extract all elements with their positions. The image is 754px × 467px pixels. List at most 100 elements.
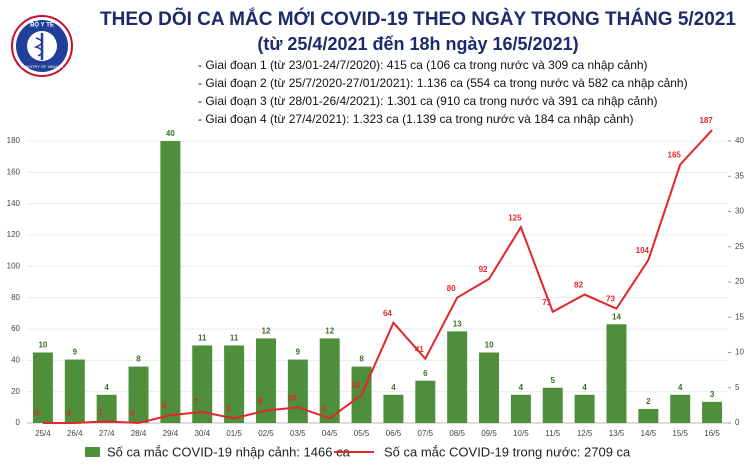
x-tick-label: 10/5 <box>513 429 529 438</box>
bar <box>287 359 308 423</box>
x-tick-label: 27/4 <box>99 429 115 438</box>
y-tick-label: 100 <box>7 261 21 270</box>
line-label: 5 <box>162 401 167 410</box>
x-tick-label: 26/4 <box>67 429 83 438</box>
bar-label: 12 <box>325 327 334 336</box>
line-label: 41 <box>415 345 424 354</box>
line-label: 10 <box>287 393 296 402</box>
logo: BỘ Y TẾ MINISTRY OF HEALTH <box>11 15 73 77</box>
line-label: 104 <box>636 246 650 255</box>
y-tick-label: 40 <box>11 355 20 364</box>
line-label: 7 <box>194 398 199 407</box>
bar <box>702 401 723 423</box>
x-tick-label: 06/5 <box>386 429 402 438</box>
x-tick-label: 05/5 <box>354 429 370 438</box>
legend-label: Số ca mắc COVID-19 trong nước: 2709 ca <box>384 444 631 459</box>
note: - Giai đoạn 3 (từ 28/01-26/4/2021): 1.30… <box>198 94 658 108</box>
legend-label: Số ca mắc COVID-19 nhập cảnh: 1466 ca <box>107 444 351 459</box>
line-label: 3 <box>226 404 231 413</box>
y2-tick-label: 5 <box>735 383 740 392</box>
x-tick-label: 01/5 <box>226 429 242 438</box>
bar <box>160 141 181 423</box>
y-tick-label: 180 <box>7 136 21 145</box>
x-tick-label: 14/5 <box>641 429 657 438</box>
y-tick-label: 60 <box>11 324 20 333</box>
bar <box>510 394 531 423</box>
bar-label: 4 <box>391 383 396 392</box>
bar-label: 2 <box>646 397 651 406</box>
bar-label: 9 <box>296 348 301 357</box>
logo-text: BỘ Y TẾ <box>30 21 54 29</box>
bar-label: 12 <box>262 327 271 336</box>
bar-label: 8 <box>359 355 364 364</box>
y-tick-label: 160 <box>7 167 21 176</box>
bar-label: 11 <box>198 334 207 343</box>
bar-label: 40 <box>166 129 175 138</box>
y2-tick-label: 10 <box>735 348 744 357</box>
bar-label: 4 <box>678 383 683 392</box>
y2-tick-label: 40 <box>735 136 744 145</box>
y-tick-label: 0 <box>16 418 21 427</box>
line-label: 165 <box>668 151 682 160</box>
line-label: 0 <box>67 409 72 418</box>
y-tick-label: 140 <box>7 199 21 208</box>
bar <box>319 338 340 423</box>
x-tick-label: 13/5 <box>609 429 625 438</box>
line-label: 71 <box>542 298 551 307</box>
x-tick-label: 25/4 <box>35 429 51 438</box>
bar-label: 6 <box>423 369 428 378</box>
y2-tick-label: 25 <box>735 242 744 251</box>
chart-title: THEO DÕI CA MẮC MỚI COVID-19 THEO NGÀY T… <box>100 8 736 30</box>
line-label: 80 <box>447 284 456 293</box>
bar <box>606 324 627 423</box>
y-tick-label: 80 <box>11 293 20 302</box>
bar-label: 3 <box>710 390 715 399</box>
x-tick-label: 15/5 <box>672 429 688 438</box>
bar <box>96 394 117 423</box>
bar <box>670 394 691 423</box>
bar-label: 4 <box>582 383 587 392</box>
y2-tick-label: 30 <box>735 207 744 216</box>
bar-label: 11 <box>230 334 239 343</box>
y2-tick-label: 20 <box>735 277 744 286</box>
note: - Giai đoạn 2 (từ 25/7/2020-27/01/2021):… <box>198 76 688 90</box>
bar-label: 10 <box>485 341 494 350</box>
bar-label: 14 <box>612 312 621 321</box>
y2-tick-label: 35 <box>735 171 744 180</box>
x-tick-label: 07/5 <box>418 429 434 438</box>
line-label: 1 <box>98 408 103 417</box>
bar-label: 4 <box>519 383 524 392</box>
legend-swatch <box>85 447 100 457</box>
chart-subtitle: (từ 25/4/2021 đến 18h ngày 16/5/2021) <box>257 34 578 54</box>
x-tick-label: 16/5 <box>704 429 720 438</box>
bar <box>415 380 436 423</box>
y2-tick-label: 15 <box>735 312 744 321</box>
y-tick-label: 120 <box>7 230 21 239</box>
line-label: 92 <box>479 265 488 274</box>
line-label: 82 <box>574 281 583 290</box>
x-tick-label: 08/5 <box>449 429 465 438</box>
line-label: 73 <box>606 295 615 304</box>
bar <box>192 345 213 423</box>
bar <box>128 366 149 423</box>
note: - Giai đoạn 4 (từ 27/4/2021): 1.323 ca (… <box>198 112 634 126</box>
bar <box>64 359 85 423</box>
bar <box>224 345 245 423</box>
bar <box>32 352 53 423</box>
x-tick-label: 02/5 <box>258 429 274 438</box>
bar-label: 13 <box>453 319 462 328</box>
line-label: 0 <box>130 409 135 418</box>
line-label: 125 <box>508 213 522 222</box>
y2-tick-label: 0 <box>735 418 740 427</box>
x-tick-label: 03/5 <box>290 429 306 438</box>
line-label: 187 <box>699 116 713 125</box>
bar <box>574 394 595 423</box>
bar <box>447 331 468 423</box>
bar-label: 9 <box>73 348 78 357</box>
bar <box>255 338 276 423</box>
bar <box>542 387 563 423</box>
line-label: 64 <box>383 309 392 318</box>
bar <box>479 352 500 423</box>
bar-label: 5 <box>551 376 556 385</box>
